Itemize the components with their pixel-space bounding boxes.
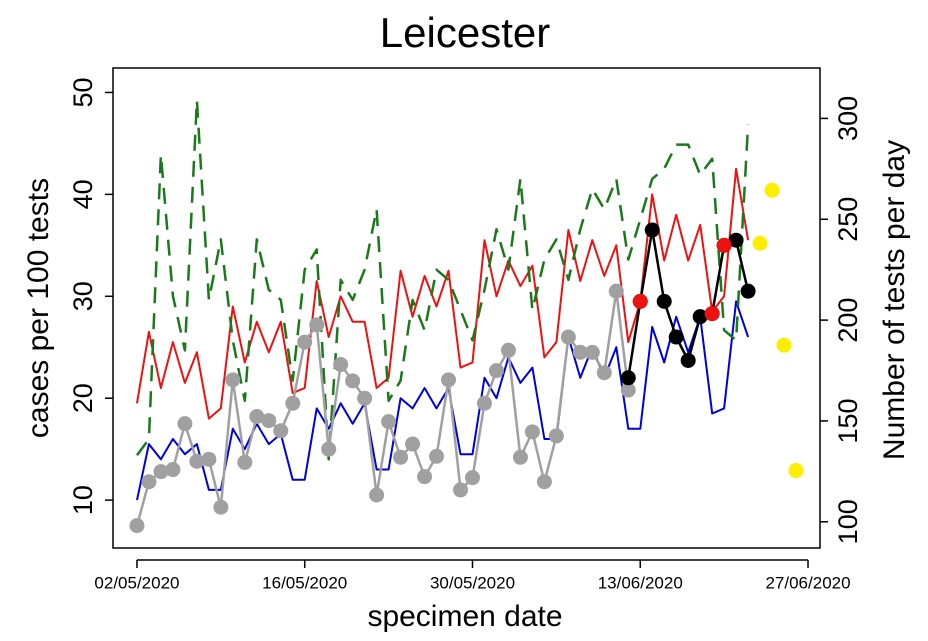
y-tick-label: 40 bbox=[68, 179, 98, 209]
data-point bbox=[620, 370, 636, 386]
y2-tick-label: 250 bbox=[833, 197, 863, 242]
data-point bbox=[728, 232, 744, 248]
data-point bbox=[740, 283, 756, 299]
x-tick-label: 30/05/2020 bbox=[430, 573, 515, 592]
data-point bbox=[453, 482, 469, 498]
chart-title: Leicester bbox=[380, 9, 550, 56]
data-point bbox=[321, 441, 337, 457]
data-point bbox=[680, 352, 696, 368]
series-line bbox=[135, 289, 630, 526]
x-tick-label: 02/05/2020 bbox=[94, 573, 179, 592]
data-point bbox=[225, 372, 241, 388]
data-point bbox=[417, 469, 433, 485]
data-point bbox=[548, 428, 564, 444]
series-line bbox=[135, 99, 750, 461]
data-point bbox=[572, 344, 588, 360]
data-point bbox=[668, 329, 684, 345]
data-point bbox=[596, 365, 612, 381]
data-point bbox=[488, 363, 504, 379]
data-point bbox=[620, 382, 636, 398]
data-point bbox=[512, 449, 528, 465]
data-point bbox=[692, 309, 708, 325]
data-point bbox=[464, 470, 480, 486]
data-point bbox=[524, 424, 540, 440]
data-point bbox=[273, 423, 289, 439]
x-tick-label: 16/05/2020 bbox=[262, 573, 347, 592]
data-point bbox=[752, 235, 768, 251]
y2-tick-label: 300 bbox=[833, 96, 863, 141]
series-line bbox=[136, 300, 750, 501]
data-point bbox=[213, 499, 229, 515]
data-point bbox=[393, 449, 409, 465]
data-point bbox=[237, 454, 253, 470]
data-point bbox=[476, 395, 492, 411]
data-point bbox=[632, 293, 648, 309]
data-point bbox=[165, 462, 181, 478]
data-point bbox=[560, 329, 576, 345]
y2-tick-label: 200 bbox=[833, 298, 863, 343]
data-point bbox=[788, 463, 804, 479]
data-point bbox=[608, 283, 624, 299]
data-point bbox=[189, 453, 205, 469]
data-point bbox=[704, 306, 720, 322]
y-tick-label: 30 bbox=[68, 281, 98, 311]
data-point bbox=[345, 373, 361, 389]
data-point bbox=[357, 390, 373, 406]
data-point bbox=[764, 182, 780, 198]
x-axis-label: specimen date bbox=[367, 600, 562, 633]
data-point bbox=[369, 487, 385, 503]
x-tick-label: 27/06/2020 bbox=[765, 573, 850, 592]
data-point bbox=[297, 334, 313, 350]
x-tick-label: 13/06/2020 bbox=[598, 573, 683, 592]
y2-axis-label: Number of tests per day bbox=[878, 140, 911, 460]
data-point bbox=[441, 372, 457, 388]
series-line bbox=[136, 167, 750, 420]
data-point bbox=[776, 337, 792, 353]
y2-tick-label: 150 bbox=[833, 398, 863, 443]
data-point bbox=[153, 464, 169, 480]
data-point bbox=[309, 317, 325, 333]
data-point bbox=[141, 474, 157, 490]
data-point bbox=[381, 414, 397, 430]
data-point bbox=[644, 222, 660, 238]
y2-tick-label: 100 bbox=[833, 499, 863, 544]
data-point bbox=[249, 409, 265, 425]
data-point bbox=[716, 237, 732, 253]
y-tick-label: 20 bbox=[68, 383, 98, 413]
data-point bbox=[429, 448, 445, 464]
data-point bbox=[285, 395, 301, 411]
data-point bbox=[500, 342, 516, 358]
data-point bbox=[261, 413, 277, 429]
data-point bbox=[536, 474, 552, 490]
data-point bbox=[333, 357, 349, 373]
data-point bbox=[129, 518, 145, 534]
data-point bbox=[656, 293, 672, 309]
y-tick-label: 10 bbox=[68, 485, 98, 515]
y-axis-label: cases per 100 tests bbox=[22, 178, 55, 438]
data-point bbox=[405, 436, 421, 452]
data-point bbox=[584, 344, 600, 360]
data-point bbox=[201, 451, 217, 467]
y-tick-label: 50 bbox=[68, 77, 98, 107]
data-point bbox=[177, 416, 193, 432]
plot-frame bbox=[112, 67, 821, 549]
